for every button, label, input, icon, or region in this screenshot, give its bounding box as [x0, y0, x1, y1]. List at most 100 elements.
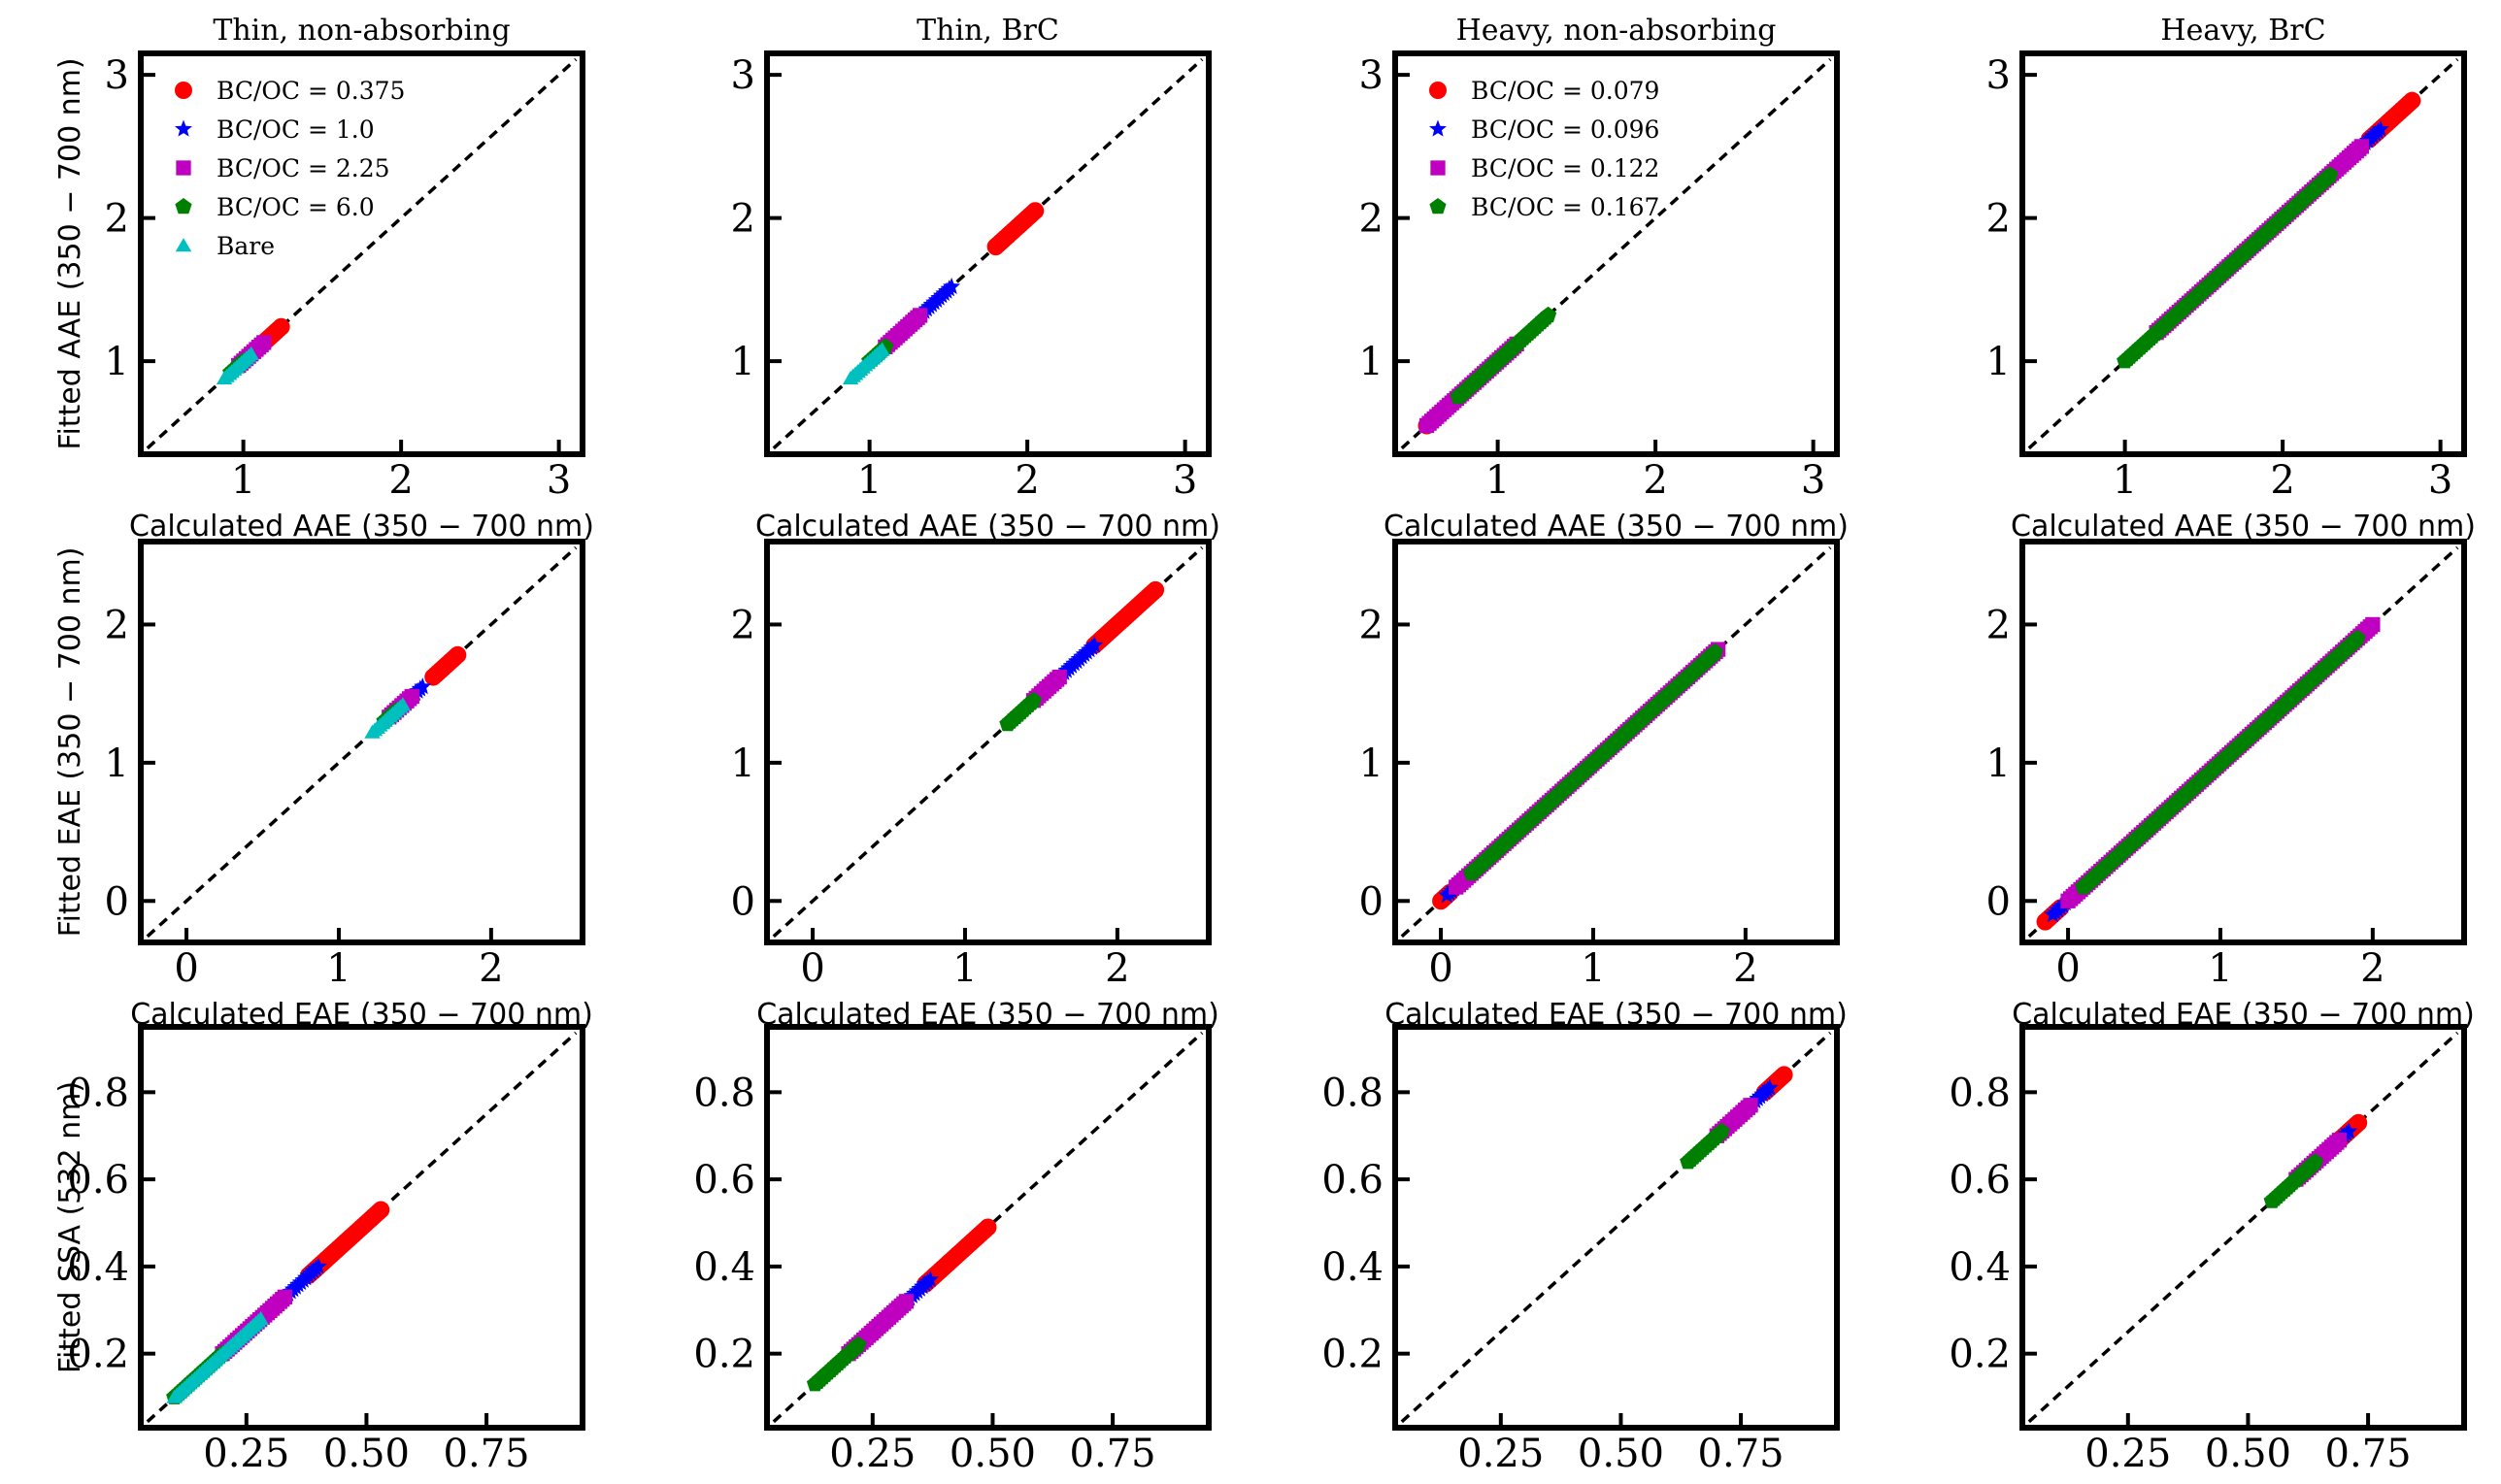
x-tick-label: 0.25	[829, 1432, 916, 1476]
data-point	[310, 1257, 327, 1274]
panel-title: Heavy, non-absorbing	[1456, 14, 1777, 48]
legend: BC/OC = 0.375 BC/OC = 1.0 BC/OC = 2.25 BC/O…	[175, 77, 405, 260]
series-bc-oc-6-0	[806, 1336, 867, 1392]
y-tick-label: 0.6	[1321, 1158, 1384, 1203]
series-bare	[216, 346, 259, 385]
data-point	[272, 317, 290, 336]
x-tick-label: 0.25	[1457, 1432, 1544, 1476]
panel-r0c1: 1 2 3 1 2 3 Thin, BrC Calculated AAE (350 − 700…	[731, 14, 1220, 544]
legend-marker	[1429, 82, 1447, 99]
x-tick-label: 2	[2270, 458, 2294, 503]
x-tick-label: 1	[1581, 946, 1605, 991]
y-axis-label: Fitted AAE (350 − 700 nm)	[53, 57, 87, 449]
axes-frame	[138, 539, 585, 945]
x-tick-label: 2	[1733, 946, 1757, 991]
data-point	[394, 697, 411, 711]
y-tick-label: 2	[1359, 197, 1384, 242]
legend-label: Bare	[217, 232, 275, 260]
x-tick-label: 2	[479, 946, 503, 991]
data-point	[2349, 629, 2366, 645]
data-point	[449, 645, 467, 664]
data-point	[898, 1294, 915, 1309]
data-point	[2350, 1113, 2368, 1132]
x-tick-label: 0	[174, 946, 198, 991]
y-tick-label: 3	[731, 53, 755, 98]
x-tick-label: 1	[2113, 458, 2137, 503]
series-bc-oc-0-375	[986, 202, 1045, 256]
y-tick-label: 1	[731, 340, 755, 384]
data-point	[2340, 1122, 2358, 1139]
x-tick-label: 0.75	[444, 1432, 530, 1476]
panel-title: Heavy, BrC	[2160, 14, 2325, 48]
data-point	[2371, 119, 2389, 137]
y-tick-label: 2	[1986, 197, 2011, 242]
y-tick-label: 2	[1986, 603, 2011, 647]
x-tick-label: 2	[1105, 946, 1129, 991]
x-tick-label: 3	[1801, 458, 1825, 503]
x-tick-label: 1	[1485, 458, 1510, 503]
y-tick-label: 0.2	[1321, 1333, 1384, 1377]
x-tick-label: 1	[326, 946, 350, 991]
y-axis-label: Fitted SSA (532 nm)	[53, 1081, 87, 1373]
panel-r2c0: 0.250.500.750.20.40.60.8Calculated SSA (…	[53, 1024, 585, 1484]
y-tick-label: 0.4	[1321, 1245, 1384, 1290]
data-point	[2307, 1153, 2324, 1170]
series-bc-oc-0-375	[917, 1218, 997, 1293]
x-axis-label: Calculated AAE (350 − 700 nm)	[2011, 510, 2476, 544]
y-tick-label: 1	[105, 340, 129, 384]
x-tick-label: 0.25	[2084, 1432, 2171, 1476]
data-point	[1743, 1098, 1758, 1113]
legend-marker	[175, 238, 192, 252]
data-point	[1025, 691, 1043, 709]
panel-title: Thin, non-absorbing	[213, 14, 510, 48]
y-tick-label: 0.6	[693, 1158, 755, 1203]
y-tick-label: 1	[1359, 742, 1384, 786]
series-bc-oc-0-167	[1450, 306, 1557, 405]
y-tick-label: 3	[1359, 53, 1384, 98]
series-bare	[166, 1310, 269, 1403]
y-tick-label: 2	[731, 603, 755, 647]
axes-frame	[1392, 1024, 1840, 1431]
x-tick-label: 0.75	[1698, 1432, 1784, 1476]
y-tick-label: 0.8	[67, 1071, 129, 1115]
x-tick-label: 1	[857, 458, 882, 503]
series-bc-oc-6-0	[999, 691, 1043, 732]
y-tick-label: 0.4	[67, 1245, 129, 1290]
x-tick-label: 0.50	[950, 1432, 1036, 1476]
axes-frame	[2019, 1024, 2467, 1431]
x-tick-label: 0.75	[1070, 1432, 1156, 1476]
data-point	[414, 677, 432, 695]
y-tick-label: 1	[731, 742, 755, 786]
y-tick-label: 0.2	[1949, 1333, 2011, 1377]
x-tick-label: 0.50	[2205, 1432, 2291, 1476]
legend-label: BC/OC = 6.0	[217, 193, 375, 221]
panel-r0c2: 1 2 3 1 2 3 Heavy, non-absorbing Calculated AAE…	[1359, 14, 1849, 544]
y-tick-label: 0.4	[693, 1245, 755, 1290]
data-point	[1706, 643, 1723, 660]
series-bc-oc-0-167	[2075, 629, 2366, 895]
series-bc-oc-0-375	[424, 645, 467, 686]
data-point	[1775, 1066, 1793, 1084]
x-tick-label: 2	[1643, 458, 1667, 503]
data-point	[404, 688, 419, 705]
legend-label: BC/OC = 1.0	[217, 115, 375, 144]
one-to-one-line	[1400, 57, 1832, 450]
data-point	[2331, 1133, 2348, 1148]
x-tick-label: 0	[2055, 946, 2080, 991]
y-axis-label: Fitted EAE (350 − 700 nm)	[53, 547, 87, 938]
y-tick-label: 1	[1986, 742, 2011, 786]
x-tick-label: 1	[2208, 946, 2232, 991]
x-tick-label: 2	[1015, 458, 1039, 503]
series-bare	[364, 697, 411, 739]
y-tick-label: 1	[105, 742, 129, 786]
y-tick-label: 0	[1986, 879, 2011, 924]
one-to-one-line	[772, 57, 1204, 450]
data-point	[2403, 91, 2421, 110]
axes-frame	[138, 1024, 585, 1431]
series-bc-oc-0-167	[2117, 166, 2339, 369]
x-axis-label: Calculated AAE (350 − 700 nm)	[755, 510, 1220, 544]
